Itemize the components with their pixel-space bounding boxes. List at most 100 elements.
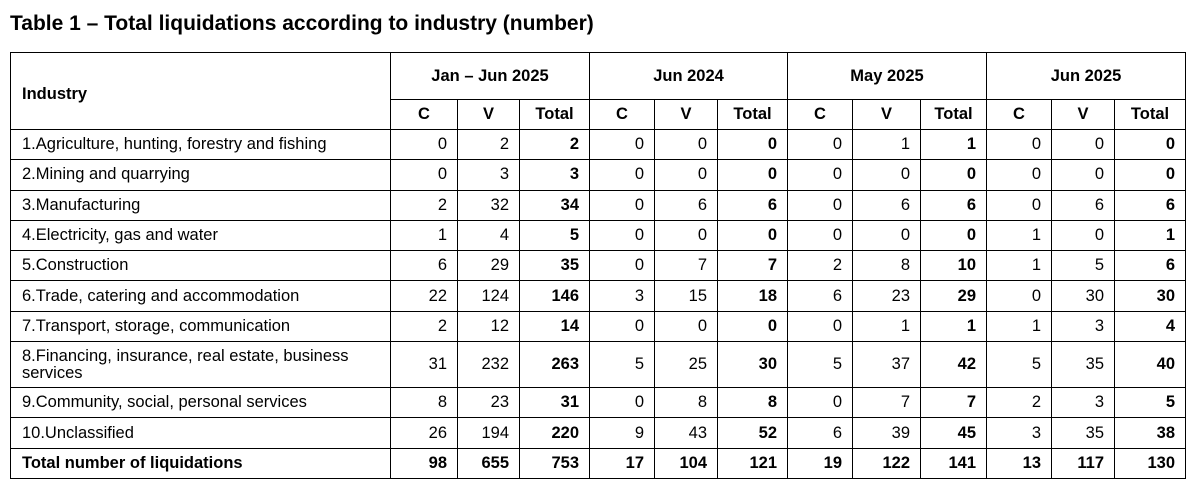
cell-c: 0 [787,189,853,221]
column-header-v: V [852,99,921,130]
cell-c: 17 [589,447,655,479]
cell-c: 1 [986,250,1052,282]
cell-v: 6 [1051,189,1115,221]
cell-total: 1 [920,128,987,161]
cell-c: 0 [986,280,1052,312]
cell-c: 26 [390,417,458,449]
cell-total: 30 [717,341,788,389]
cell-v: 0 [1051,128,1115,161]
cell-total: 146 [519,280,590,312]
cell-c: 2 [390,310,458,343]
cell-c: 0 [787,310,853,343]
cell-v: 2 [457,128,520,161]
cell-c: 0 [589,159,655,191]
cell-total: 3 [519,159,590,191]
cell-total: 45 [920,417,987,449]
cell-c: 1 [390,219,458,252]
cell-c: 9 [589,417,655,449]
cell-v: 30 [1051,280,1115,312]
cell-total: 4 [1114,310,1186,343]
table-row: 3.Manufacturing 2 32 34 0 6 6 0 6 6 0 6 6 [10,189,1186,221]
cell-v: 23 [457,387,520,419]
industry-label: 3.Manufacturing [10,189,391,221]
cell-v: 35 [1051,341,1115,389]
cell-total: 0 [717,219,788,252]
cell-total: 0 [717,159,788,191]
cell-c: 2 [986,387,1052,419]
cell-total: 0 [717,128,788,161]
cell-total: 0 [1114,128,1186,161]
cell-total: 18 [717,280,788,312]
column-group-jun-2024: Jun 2024 [589,52,788,100]
cell-total: 2 [519,128,590,161]
cell-c: 0 [589,128,655,161]
industry-label: 7.Transport, storage, communication [10,310,391,343]
cell-c: 0 [589,189,655,221]
table-row: 6.Trade, catering and accommodation 22 124… [10,280,1186,312]
cell-v: 3 [457,159,520,191]
cell-v: 8 [654,387,718,419]
column-header-total: Total [519,99,590,130]
column-header-total: Total [1114,99,1186,130]
cell-v: 39 [852,417,921,449]
cell-v: 7 [852,387,921,419]
cell-total: 5 [519,219,590,252]
cell-total: 38 [1114,417,1186,449]
table-row: 9.Community, social, personal services 8 2… [10,387,1186,419]
cell-v: 12 [457,310,520,343]
cell-c: 2 [390,189,458,221]
cell-c: 0 [390,128,458,161]
cell-total: 0 [920,159,987,191]
table-row: 4.Electricity, gas and water 1 4 5 0 0 0 0 0 0 1 0 1 [10,219,1186,252]
cell-c: 19 [787,447,853,479]
cell-v: 0 [654,159,718,191]
cell-v: 6 [852,189,921,221]
cell-total: 0 [717,310,788,343]
cell-total: 130 [1114,447,1186,479]
cell-v: 3 [1051,310,1115,343]
column-group-jun-2025: Jun 2025 [986,52,1186,100]
cell-total: 753 [519,447,590,479]
column-header-c: C [390,99,458,130]
cell-total: 34 [519,189,590,221]
cell-c: 0 [589,250,655,282]
cell-v: 37 [852,341,921,389]
cell-v: 43 [654,417,718,449]
table-title: Table 1 – Total liquidations according t… [10,12,594,35]
cell-total: 10 [920,250,987,282]
table-row: 7.Transport, storage, communication 2 12 1 4… [10,310,1186,343]
cell-c: 1 [986,219,1052,252]
cell-total: 7 [920,387,987,419]
cell-total: 121 [717,447,788,479]
cell-total: 1 [1114,219,1186,252]
cell-total: 6 [717,189,788,221]
column-header-v: V [1051,99,1115,130]
cell-v: 104 [654,447,718,479]
cell-total: 220 [519,417,590,449]
column-header-v: V [457,99,520,130]
cell-v: 1 [852,310,921,343]
cell-c: 8 [390,387,458,419]
total-row: Total number of liquidations 98 655 753 17 10… [10,447,1186,479]
cell-c: 22 [390,280,458,312]
cell-total: 141 [920,447,987,479]
cell-v: 3 [1051,387,1115,419]
cell-total: 7 [717,250,788,282]
cell-c: 0 [787,387,853,419]
cell-c: 0 [589,387,655,419]
cell-total: 6 [920,189,987,221]
column-header-v: V [654,99,718,130]
cell-v: 4 [457,219,520,252]
cell-v: 0 [1051,159,1115,191]
cell-c: 5 [589,341,655,389]
cell-v: 7 [654,250,718,282]
cell-v: 194 [457,417,520,449]
cell-c: 31 [390,341,458,389]
cell-v: 8 [852,250,921,282]
column-header-total: Total [717,99,788,130]
cell-v: 6 [654,189,718,221]
cell-total: 5 [1114,387,1186,419]
column-header-industry: Industry [10,52,391,130]
cell-total: 1 [920,310,987,343]
column-group-jan-jun-2025: Jan – Jun 2025 [390,52,590,100]
